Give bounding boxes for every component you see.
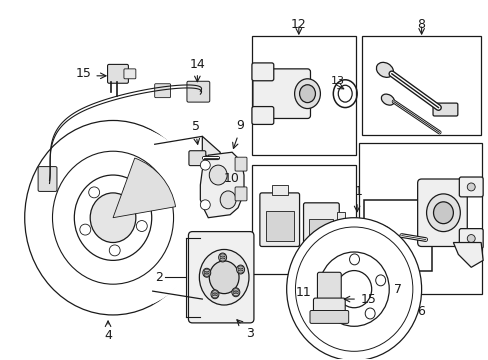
Ellipse shape bbox=[210, 290, 219, 299]
Ellipse shape bbox=[199, 249, 248, 305]
Ellipse shape bbox=[381, 94, 394, 105]
Text: 3: 3 bbox=[245, 327, 253, 340]
FancyBboxPatch shape bbox=[251, 107, 273, 125]
Ellipse shape bbox=[74, 175, 151, 260]
Ellipse shape bbox=[236, 265, 244, 274]
Ellipse shape bbox=[286, 218, 421, 360]
Ellipse shape bbox=[295, 227, 412, 351]
Text: 13: 13 bbox=[330, 76, 345, 86]
Ellipse shape bbox=[322, 274, 332, 285]
Text: 2: 2 bbox=[154, 271, 163, 284]
FancyBboxPatch shape bbox=[251, 63, 273, 81]
Bar bbox=[271, 185, 287, 195]
Polygon shape bbox=[202, 271, 220, 299]
FancyBboxPatch shape bbox=[303, 203, 339, 252]
Text: 9: 9 bbox=[236, 120, 244, 132]
FancyBboxPatch shape bbox=[458, 229, 482, 248]
FancyBboxPatch shape bbox=[458, 177, 482, 197]
Text: 11: 11 bbox=[296, 285, 311, 299]
Ellipse shape bbox=[318, 252, 388, 326]
FancyBboxPatch shape bbox=[235, 157, 246, 171]
Ellipse shape bbox=[218, 253, 226, 262]
Ellipse shape bbox=[365, 308, 374, 319]
Circle shape bbox=[136, 221, 147, 231]
Ellipse shape bbox=[231, 288, 239, 297]
Text: 1: 1 bbox=[354, 185, 362, 198]
FancyBboxPatch shape bbox=[123, 69, 136, 79]
Bar bbox=[265, 211, 293, 240]
FancyBboxPatch shape bbox=[259, 193, 299, 247]
Text: 7: 7 bbox=[393, 283, 401, 296]
Ellipse shape bbox=[433, 202, 452, 224]
Bar bbox=[337, 212, 345, 220]
Wedge shape bbox=[113, 126, 207, 303]
FancyBboxPatch shape bbox=[186, 81, 209, 102]
Ellipse shape bbox=[375, 275, 385, 286]
Circle shape bbox=[80, 224, 91, 235]
Ellipse shape bbox=[204, 167, 220, 183]
Ellipse shape bbox=[90, 193, 136, 243]
Bar bbox=[358, 143, 481, 294]
Text: 4: 4 bbox=[104, 329, 112, 342]
FancyBboxPatch shape bbox=[317, 272, 341, 304]
Ellipse shape bbox=[203, 268, 210, 277]
FancyBboxPatch shape bbox=[188, 151, 205, 166]
FancyBboxPatch shape bbox=[188, 231, 253, 323]
Ellipse shape bbox=[332, 307, 342, 319]
Text: 15: 15 bbox=[360, 293, 376, 306]
Text: 6: 6 bbox=[416, 306, 424, 319]
Circle shape bbox=[467, 183, 474, 191]
Bar bbox=[364, 200, 431, 271]
FancyBboxPatch shape bbox=[417, 179, 467, 247]
Ellipse shape bbox=[426, 194, 459, 231]
FancyBboxPatch shape bbox=[107, 64, 128, 83]
Text: 5: 5 bbox=[192, 120, 200, 133]
Ellipse shape bbox=[294, 79, 320, 109]
Bar bbox=[337, 239, 345, 247]
Circle shape bbox=[200, 200, 210, 210]
Bar bbox=[309, 219, 333, 247]
Text: 8: 8 bbox=[417, 18, 425, 31]
Polygon shape bbox=[202, 136, 220, 164]
Text: 12: 12 bbox=[290, 18, 306, 31]
Circle shape bbox=[467, 235, 474, 243]
Wedge shape bbox=[113, 158, 175, 218]
Circle shape bbox=[88, 187, 100, 198]
Bar bbox=[251, 165, 355, 274]
Text: 14: 14 bbox=[189, 58, 205, 71]
Ellipse shape bbox=[25, 121, 201, 315]
Ellipse shape bbox=[349, 254, 359, 265]
Circle shape bbox=[200, 160, 210, 170]
FancyBboxPatch shape bbox=[313, 298, 345, 316]
FancyBboxPatch shape bbox=[252, 69, 310, 118]
Ellipse shape bbox=[208, 171, 216, 179]
Text: 10: 10 bbox=[224, 171, 240, 185]
Ellipse shape bbox=[220, 191, 236, 209]
Ellipse shape bbox=[52, 151, 173, 284]
Ellipse shape bbox=[209, 165, 226, 185]
Ellipse shape bbox=[299, 85, 315, 103]
Circle shape bbox=[109, 245, 120, 256]
FancyBboxPatch shape bbox=[154, 84, 170, 98]
Ellipse shape bbox=[336, 271, 371, 308]
Ellipse shape bbox=[376, 62, 392, 77]
Ellipse shape bbox=[209, 261, 239, 294]
Circle shape bbox=[123, 185, 134, 195]
FancyBboxPatch shape bbox=[309, 310, 348, 323]
FancyBboxPatch shape bbox=[420, 233, 434, 247]
Text: 15: 15 bbox=[75, 67, 91, 80]
FancyBboxPatch shape bbox=[432, 103, 457, 116]
Bar bbox=[361, 36, 480, 135]
FancyBboxPatch shape bbox=[38, 167, 57, 192]
Polygon shape bbox=[452, 243, 482, 267]
Polygon shape bbox=[200, 152, 244, 218]
Bar bbox=[251, 36, 355, 155]
FancyBboxPatch shape bbox=[235, 187, 246, 201]
